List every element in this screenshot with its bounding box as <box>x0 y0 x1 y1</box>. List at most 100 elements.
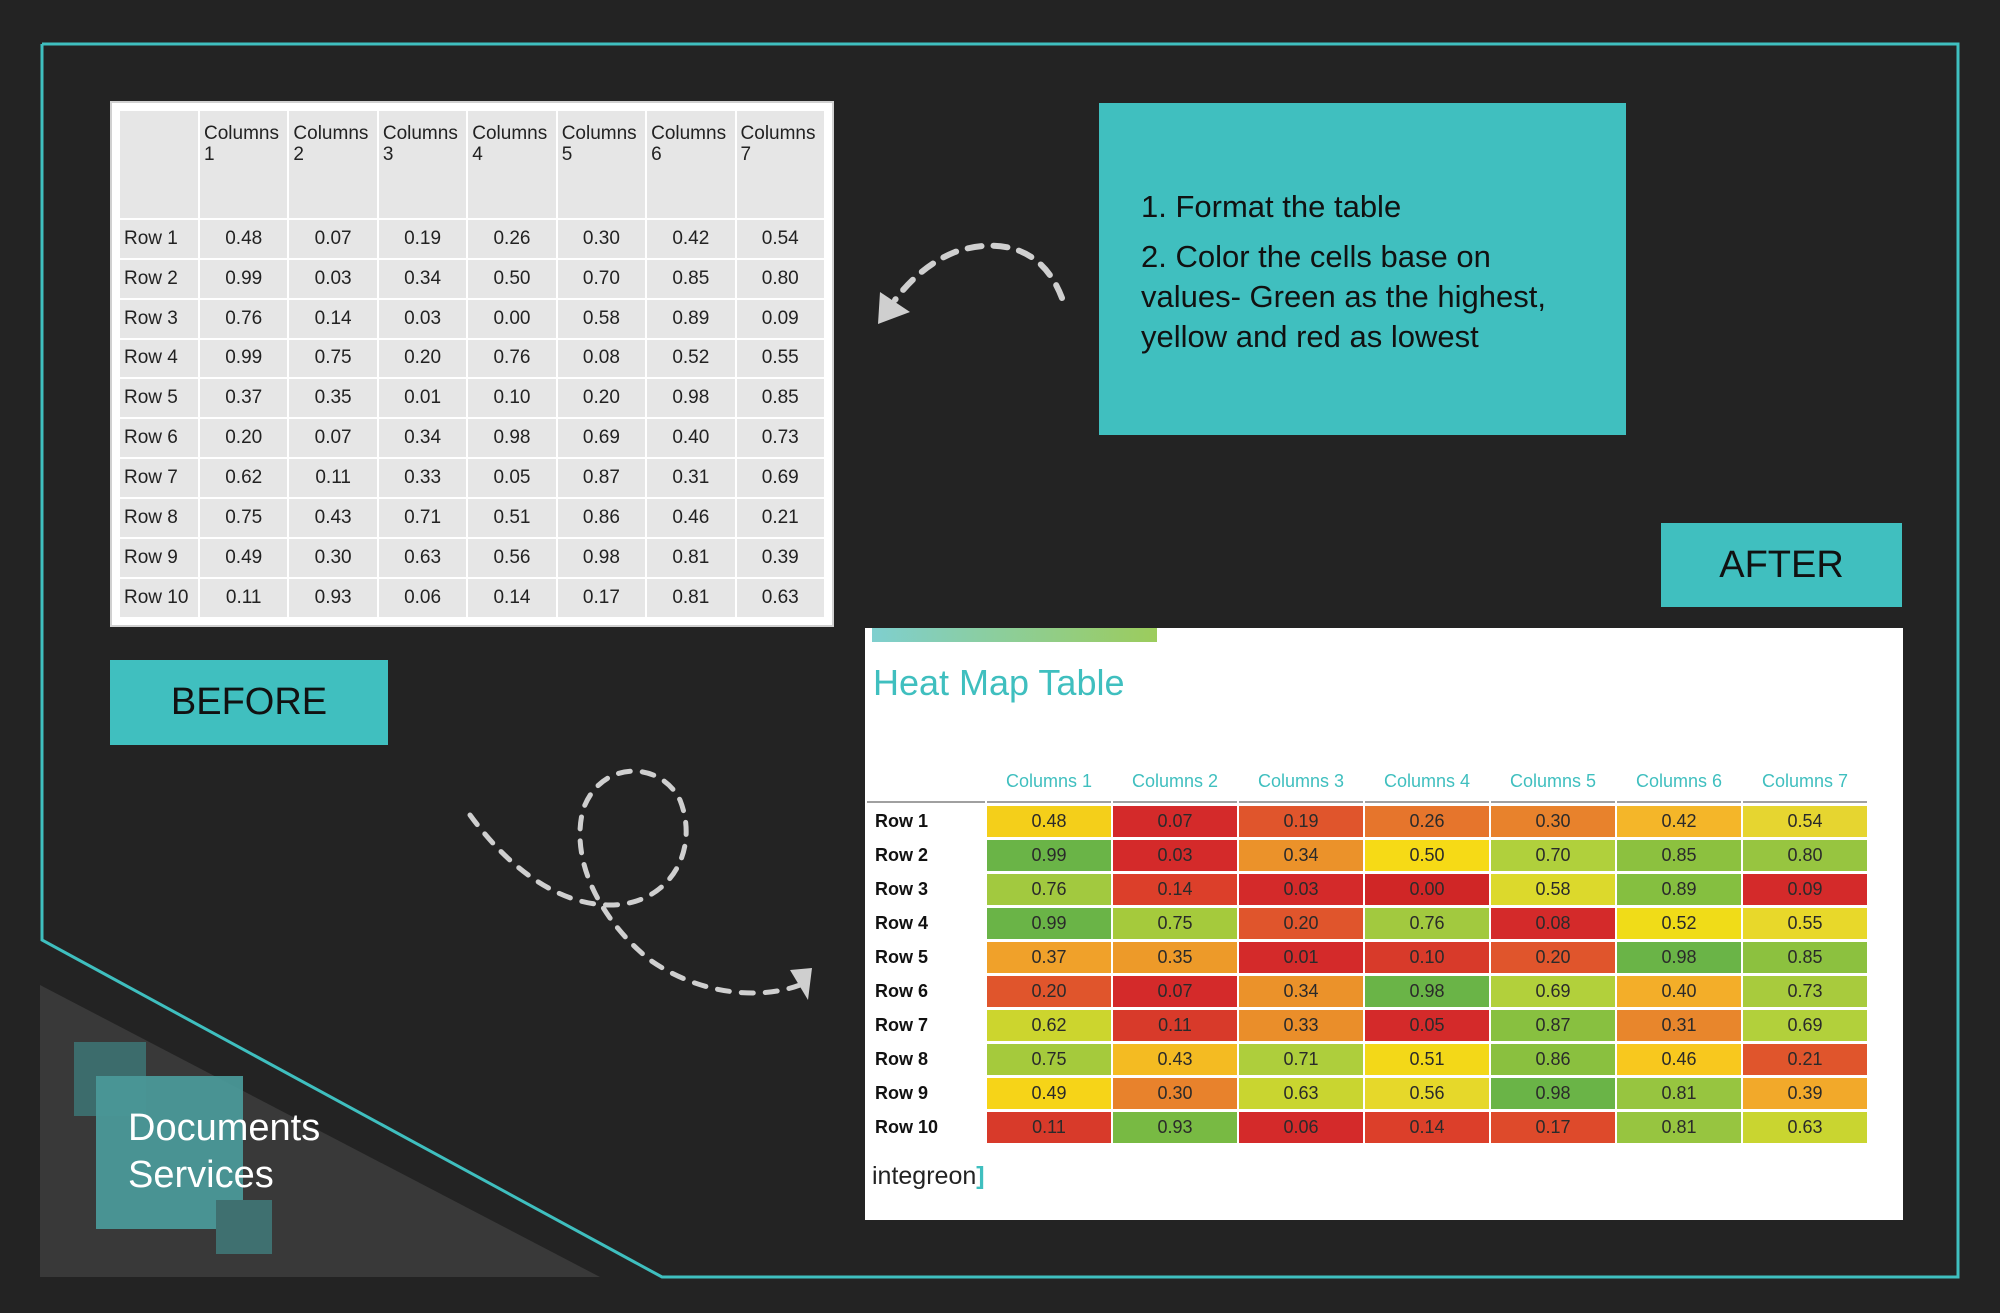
before-cell: 0.35 <box>289 379 377 418</box>
heat-row: Row 2 0.99 0.03 0.34 0.50 0.70 0.85 0.80 <box>867 840 1867 871</box>
before-cell: 0.58 <box>557 299 646 338</box>
heat-cell: 0.07 <box>1113 806 1237 837</box>
before-row: Row 10 0.11 0.93 0.06 0.14 0.17 0.81 0.63 <box>120 578 824 617</box>
heat-cell: 0.09 <box>1743 874 1867 905</box>
before-cell: 0.99 <box>200 339 288 378</box>
before-cell: 0.69 <box>557 419 646 458</box>
heat-cell: 0.63 <box>1743 1112 1867 1143</box>
brand-name: integreon <box>872 1162 977 1190</box>
before-cell: 0.70 <box>557 259 646 298</box>
before-cell: 0.63 <box>736 578 824 617</box>
heat-cell: 0.71 <box>1239 1044 1363 1075</box>
heat-cell: 0.17 <box>1491 1112 1615 1143</box>
heat-cell: 0.19 <box>1239 806 1363 837</box>
heat-cell: 0.56 <box>1365 1078 1489 1109</box>
heat-cell: 0.11 <box>987 1112 1111 1143</box>
heat-cell: 0.69 <box>1743 1010 1867 1041</box>
brand-bracket-icon: ] <box>976 1162 985 1190</box>
before-cell: 0.75 <box>289 339 377 378</box>
heat-cell: 0.39 <box>1743 1078 1867 1109</box>
arrowhead-top <box>878 292 910 324</box>
before-col-header: Columns 1 <box>200 111 288 218</box>
heat-cell: 0.86 <box>1491 1044 1615 1075</box>
before-row: Row 2 0.99 0.03 0.34 0.50 0.70 0.85 0.80 <box>120 259 824 298</box>
integreon-logo: integreon ] <box>872 1162 985 1191</box>
heat-cell: 0.03 <box>1113 840 1237 871</box>
heat-row-label: Row 8 <box>867 1044 985 1075</box>
before-row-label: Row 4 <box>120 339 198 378</box>
before-row: Row 8 0.75 0.43 0.71 0.51 0.86 0.46 0.21 <box>120 499 824 538</box>
heat-cell: 0.33 <box>1239 1010 1363 1041</box>
before-cell: 0.07 <box>289 419 377 458</box>
before-col-header: Columns 3 <box>378 111 467 218</box>
before-cell: 0.63 <box>378 539 467 577</box>
teal-frame <box>40 42 1960 1279</box>
heat-cell: 0.30 <box>1113 1078 1237 1109</box>
heat-cell: 0.42 <box>1617 806 1741 837</box>
heat-cell: 0.58 <box>1491 874 1615 905</box>
heat-row-label: Row 9 <box>867 1078 985 1109</box>
heat-cell: 0.76 <box>987 874 1111 905</box>
logo-line-2: Services <box>128 1154 274 1196</box>
before-cell: 0.09 <box>736 299 824 338</box>
before-row-label: Row 6 <box>120 419 198 458</box>
heat-cell: 0.98 <box>1365 976 1489 1007</box>
before-col-header: Columns 2 <box>289 111 377 218</box>
heat-row: Row 6 0.20 0.07 0.34 0.98 0.69 0.40 0.73 <box>867 976 1867 1007</box>
heat-cell: 0.11 <box>1113 1010 1237 1041</box>
before-cell: 0.14 <box>289 299 377 338</box>
heat-cell: 0.07 <box>1113 976 1237 1007</box>
before-cell: 0.75 <box>200 499 288 538</box>
heat-row: Row 3 0.76 0.14 0.03 0.00 0.58 0.89 0.09 <box>867 874 1867 905</box>
heat-cell: 0.75 <box>987 1044 1111 1075</box>
before-cell: 0.10 <box>468 379 556 418</box>
before-cell: 0.03 <box>378 299 467 338</box>
heat-cell: 0.63 <box>1239 1078 1363 1109</box>
heat-row: Row 10 0.11 0.93 0.06 0.14 0.17 0.81 0.63 <box>867 1112 1867 1143</box>
before-cell: 0.86 <box>557 499 646 538</box>
before-row: Row 5 0.37 0.35 0.01 0.10 0.20 0.98 0.85 <box>120 379 824 418</box>
before-cell: 0.62 <box>200 459 288 498</box>
heat-cell: 0.03 <box>1239 874 1363 905</box>
before-cell: 0.80 <box>736 259 824 298</box>
before-cell: 0.85 <box>647 259 735 298</box>
before-cell: 0.98 <box>647 379 735 418</box>
heat-cell: 0.20 <box>1491 942 1615 973</box>
heat-cell: 0.20 <box>1239 908 1363 939</box>
heat-col-header: Columns 5 <box>1491 771 1615 803</box>
heat-cell: 0.98 <box>1617 942 1741 973</box>
heat-col-header: Columns 3 <box>1239 771 1363 803</box>
before-cell: 0.37 <box>200 379 288 418</box>
heat-row: Row 8 0.75 0.43 0.71 0.51 0.86 0.46 0.21 <box>867 1044 1867 1075</box>
heat-cell: 0.34 <box>1239 976 1363 1007</box>
after-gradient-bar <box>872 628 1157 642</box>
heat-cell: 0.55 <box>1743 908 1867 939</box>
before-cell: 0.98 <box>557 539 646 577</box>
heat-cell: 0.43 <box>1113 1044 1237 1075</box>
before-cell: 0.30 <box>289 539 377 577</box>
before-cell: 0.93 <box>289 578 377 617</box>
heat-cell: 0.85 <box>1617 840 1741 871</box>
before-row-label: Row 9 <box>120 539 198 577</box>
heat-cell: 0.37 <box>987 942 1111 973</box>
before-row-label: Row 1 <box>120 219 198 258</box>
before-table: Columns 1 Columns 2 Columns 3 Columns 4 … <box>112 103 832 625</box>
before-row: Row 6 0.20 0.07 0.34 0.98 0.69 0.40 0.73 <box>120 419 824 458</box>
heat-cell: 0.98 <box>1491 1078 1615 1109</box>
heat-cell: 0.80 <box>1743 840 1867 871</box>
heat-cell: 0.06 <box>1239 1112 1363 1143</box>
heat-row-label: Row 10 <box>867 1112 985 1143</box>
heat-col-header: Columns 2 <box>1113 771 1237 803</box>
before-cell: 0.30 <box>557 219 646 258</box>
before-col-header: Columns 6 <box>647 111 735 218</box>
before-cell: 0.00 <box>468 299 556 338</box>
after-label: AFTER <box>1661 523 1902 607</box>
before-cell: 0.81 <box>647 578 735 617</box>
heat-cell: 0.51 <box>1365 1044 1489 1075</box>
heat-row: Row 5 0.37 0.35 0.01 0.10 0.20 0.98 0.85 <box>867 942 1867 973</box>
heat-cell: 0.26 <box>1365 806 1489 837</box>
heat-cell: 0.54 <box>1743 806 1867 837</box>
before-cell: 0.01 <box>378 379 467 418</box>
before-cell: 0.26 <box>468 219 556 258</box>
before-cell: 0.46 <box>647 499 735 538</box>
